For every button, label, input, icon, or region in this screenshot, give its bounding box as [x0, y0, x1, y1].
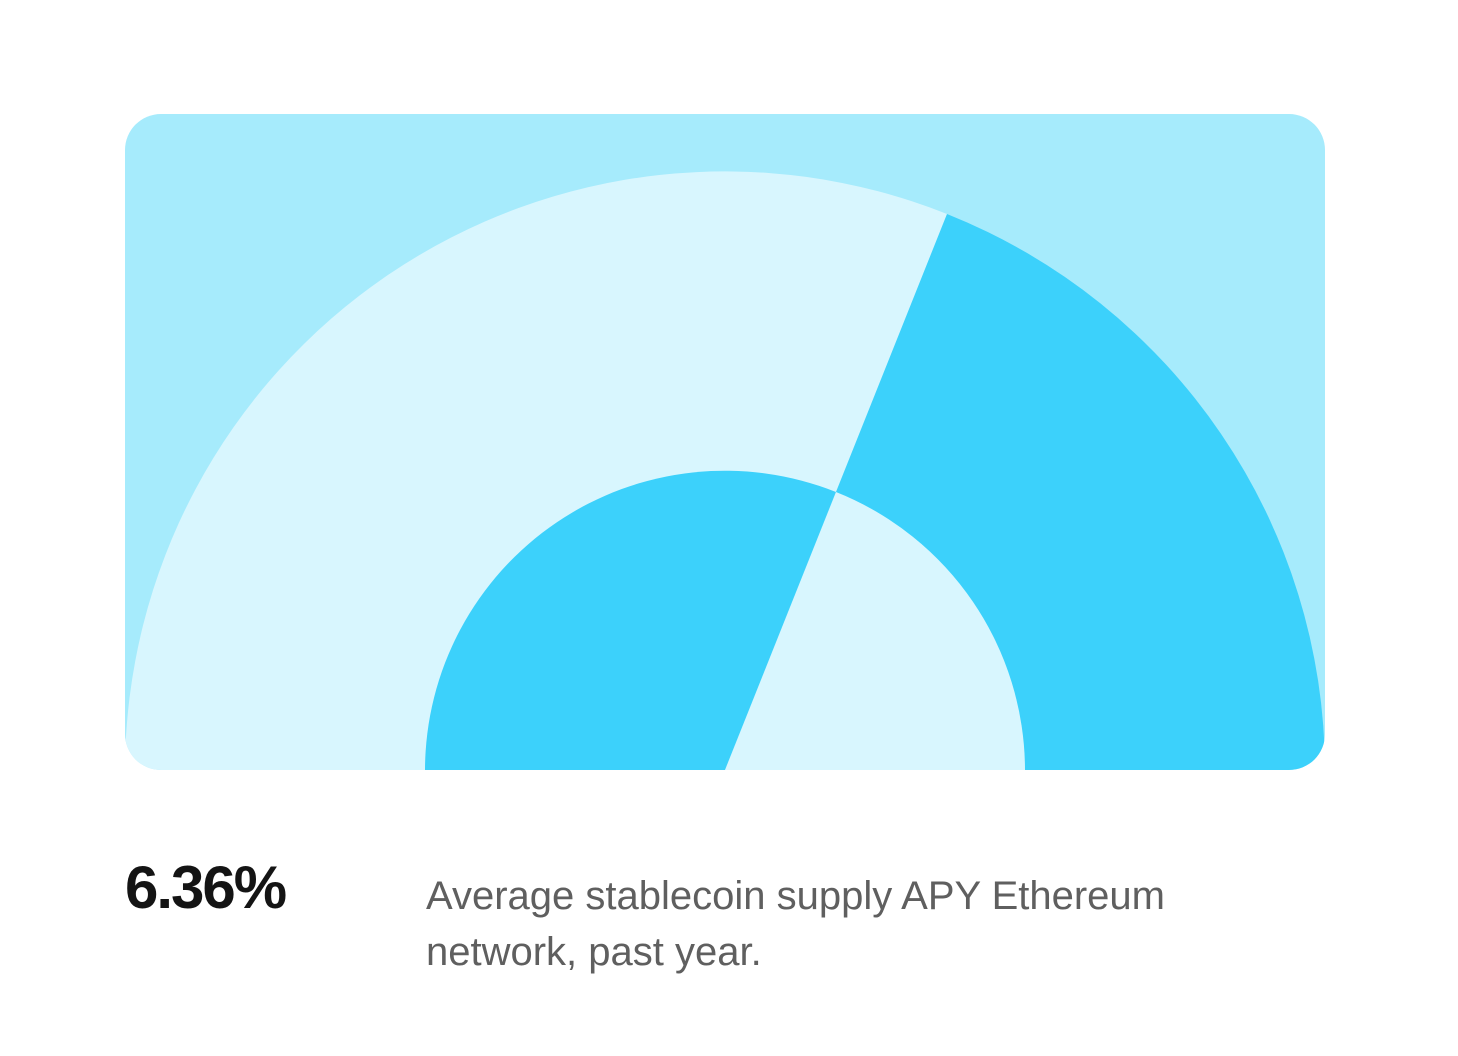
inner-arc-light-segment [725, 492, 1025, 770]
graphic-card [125, 114, 1325, 770]
stat-value: 6.36% [125, 854, 287, 921]
stat-caption: Average stablecoin supply APY Ethereum n… [426, 874, 1165, 974]
decorative-gauge-graphic [125, 114, 1325, 770]
inner-arc-accent-segment [425, 470, 836, 770]
